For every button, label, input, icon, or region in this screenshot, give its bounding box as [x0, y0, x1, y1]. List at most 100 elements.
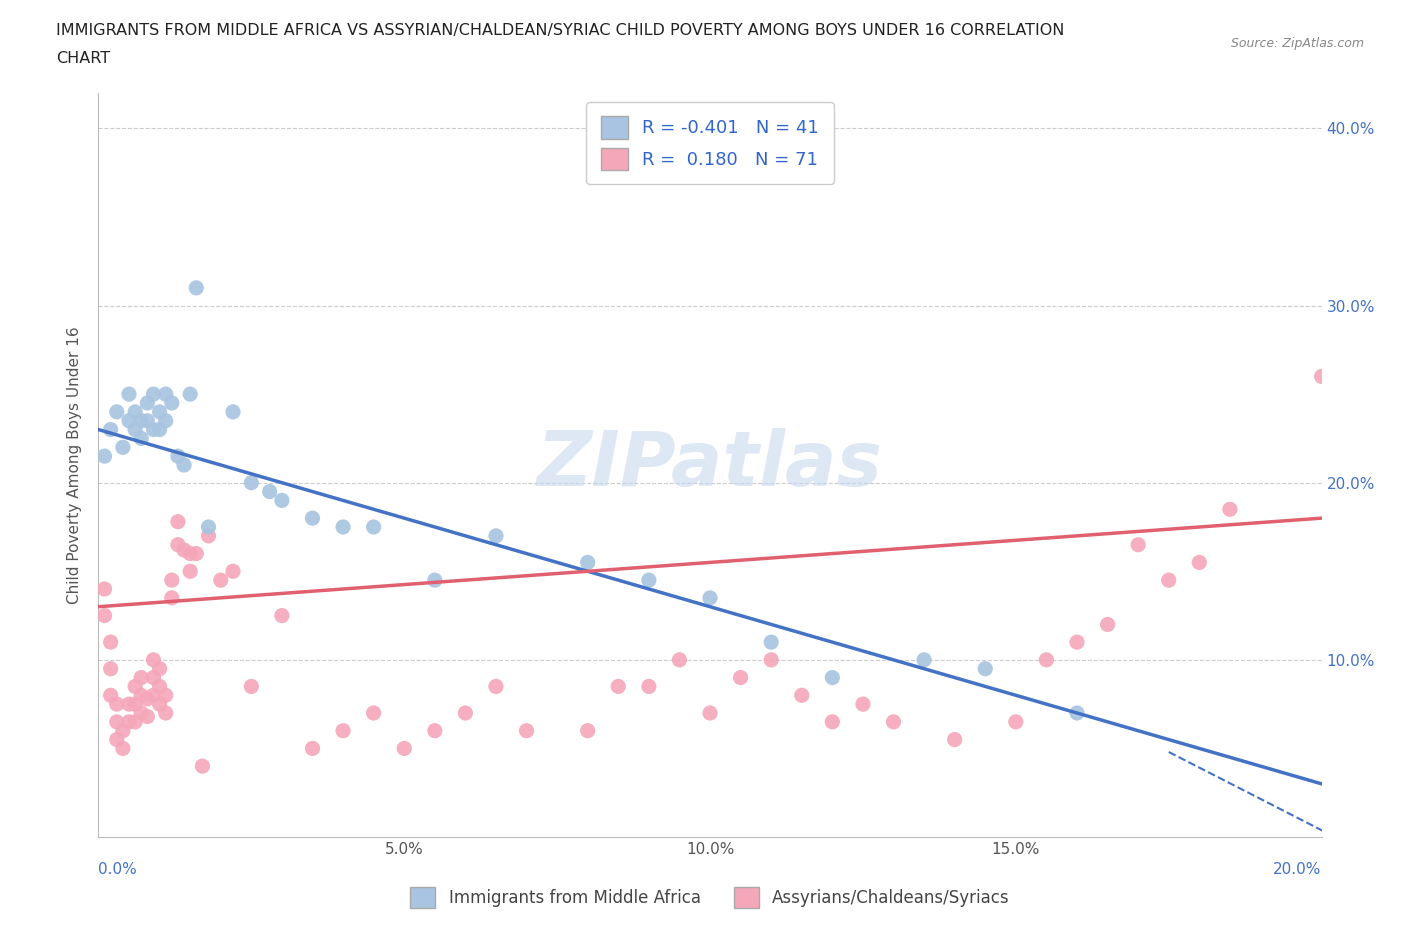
Point	[1219, 502, 1241, 517]
Point	[149, 679, 172, 694]
Point	[149, 405, 172, 419]
Point	[576, 724, 599, 738]
Point	[759, 653, 782, 668]
Point	[1004, 714, 1026, 729]
Point	[179, 387, 201, 402]
Point	[100, 634, 122, 649]
Point	[167, 514, 190, 529]
Point	[576, 555, 599, 570]
Point	[668, 653, 690, 668]
Point	[129, 706, 152, 721]
Point	[821, 671, 844, 685]
Point	[270, 493, 292, 508]
Point	[259, 485, 281, 499]
Point	[209, 573, 232, 588]
Point	[191, 759, 214, 774]
Point	[124, 679, 146, 694]
Text: IMMIGRANTS FROM MIDDLE AFRICA VS ASSYRIAN/CHALDEAN/SYRIAC CHILD POVERTY AMONG BO: IMMIGRANTS FROM MIDDLE AFRICA VS ASSYRIA…	[56, 23, 1064, 38]
Point	[197, 520, 219, 535]
Point	[332, 520, 354, 535]
Point	[516, 724, 538, 738]
Point	[142, 671, 165, 685]
Point	[167, 538, 190, 552]
Point	[149, 697, 172, 711]
Point	[759, 634, 782, 649]
Point	[392, 741, 416, 756]
Point	[111, 741, 134, 756]
Point	[186, 546, 208, 561]
Point	[1157, 573, 1180, 588]
Point	[363, 706, 385, 721]
Point	[1035, 653, 1057, 668]
Text: CHART: CHART	[56, 51, 110, 66]
Point	[1188, 555, 1211, 570]
Point	[124, 697, 146, 711]
Point	[129, 431, 152, 445]
Point	[93, 448, 115, 463]
Point	[485, 679, 508, 694]
Point	[155, 387, 177, 402]
Point	[186, 281, 208, 296]
Point	[607, 679, 630, 694]
Point	[149, 661, 172, 676]
Text: 0.0%: 0.0%	[98, 862, 138, 877]
Point	[124, 422, 146, 437]
Point	[222, 405, 245, 419]
Point	[454, 706, 477, 721]
Point	[118, 387, 141, 402]
Point	[821, 714, 844, 729]
Point	[1066, 634, 1088, 649]
Point	[173, 458, 195, 472]
Point	[173, 542, 195, 557]
Point	[197, 528, 219, 543]
Point	[105, 405, 128, 419]
Point	[974, 661, 997, 676]
Point	[105, 714, 128, 729]
Point	[699, 591, 721, 605]
Point	[240, 475, 263, 490]
Point	[142, 653, 165, 668]
Point	[160, 395, 183, 410]
Point	[423, 724, 446, 738]
Point	[149, 422, 172, 437]
Point	[852, 697, 875, 711]
Point	[142, 688, 165, 703]
Point	[240, 679, 263, 694]
Point	[118, 714, 141, 729]
Point	[136, 413, 159, 428]
Point	[118, 697, 141, 711]
Point	[142, 422, 165, 437]
Point	[93, 581, 115, 596]
Point	[124, 405, 146, 419]
Point	[1310, 369, 1333, 384]
Point	[136, 709, 159, 724]
Point	[111, 724, 134, 738]
Point	[105, 732, 128, 747]
Point	[129, 688, 152, 703]
Point	[100, 688, 122, 703]
Point	[167, 448, 190, 463]
Point	[179, 546, 201, 561]
Point	[100, 422, 122, 437]
Point	[637, 679, 661, 694]
Point	[730, 671, 752, 685]
Text: 20.0%: 20.0%	[1274, 862, 1322, 877]
Point	[118, 413, 141, 428]
Point	[160, 573, 183, 588]
Point	[222, 564, 245, 578]
Point	[332, 724, 354, 738]
Point	[301, 511, 323, 525]
Point	[111, 440, 134, 455]
Point	[136, 691, 159, 706]
Point	[93, 608, 115, 623]
Point	[105, 697, 128, 711]
Point	[485, 528, 508, 543]
Point	[1128, 538, 1150, 552]
Point	[301, 741, 323, 756]
Point	[136, 395, 159, 410]
Point	[129, 413, 152, 428]
Point	[100, 661, 122, 676]
Text: Source: ZipAtlas.com: Source: ZipAtlas.com	[1230, 37, 1364, 50]
Point	[155, 688, 177, 703]
Point	[142, 387, 165, 402]
